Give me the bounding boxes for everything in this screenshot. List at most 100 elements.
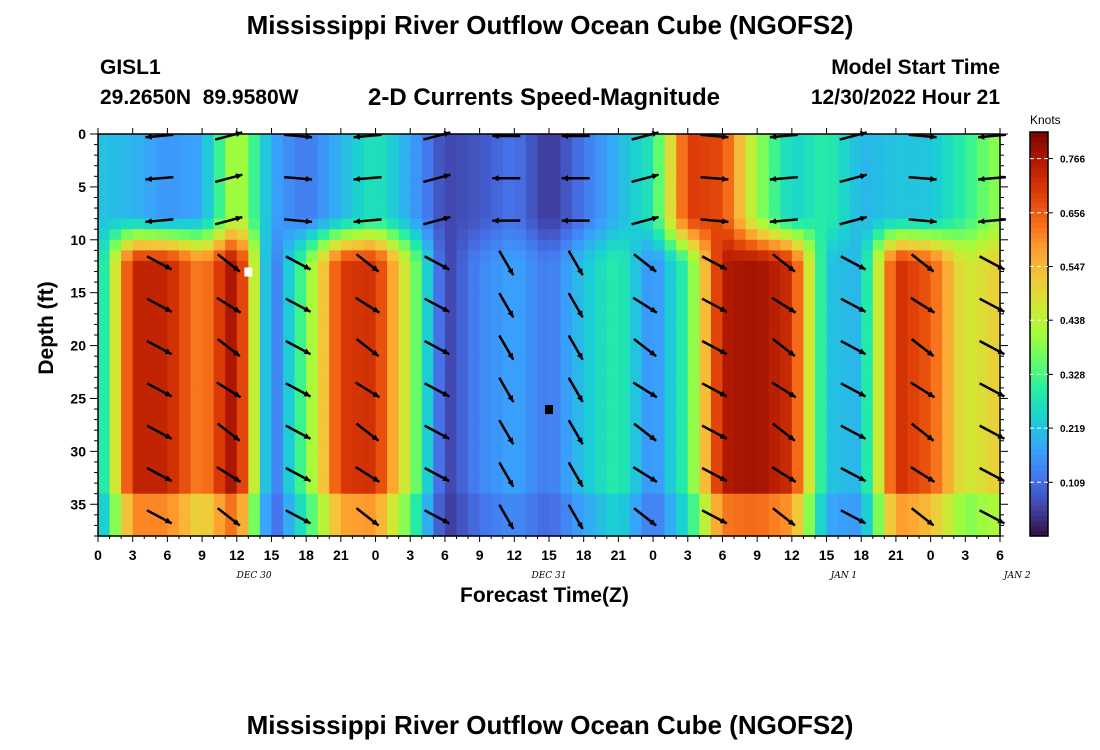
heatmap-cell <box>213 483 226 495</box>
heatmap-cell <box>479 155 492 167</box>
heatmap-cell <box>514 430 527 442</box>
heatmap-cell <box>572 134 585 146</box>
heatmap-cell <box>121 271 134 283</box>
heatmap-cell <box>479 165 492 177</box>
colorbar-segment <box>1030 369 1048 375</box>
heatmap-cell <box>502 186 515 199</box>
heatmap-cell <box>861 409 874 421</box>
heatmap-cell <box>618 303 631 315</box>
heatmap-cell <box>178 525 192 537</box>
heatmap-cell <box>271 366 284 378</box>
heatmap-cell <box>502 324 515 336</box>
heatmap-cell <box>780 197 793 209</box>
heatmap-cell <box>803 165 816 177</box>
heatmap-cell <box>919 186 932 199</box>
heatmap-cell <box>444 345 458 357</box>
data-marker <box>244 267 253 277</box>
heatmap-cell <box>363 451 377 463</box>
heatmap-cell <box>768 229 781 241</box>
heatmap-cell <box>375 483 388 495</box>
heatmap-cell <box>491 483 504 495</box>
heatmap-cell <box>884 525 897 537</box>
heatmap-cell <box>537 419 550 431</box>
heatmap-cell <box>942 409 955 421</box>
heatmap-cell <box>826 260 839 273</box>
heatmap-cell <box>155 504 168 516</box>
colorbar-segment <box>1030 207 1048 214</box>
heatmap-cell <box>317 345 330 357</box>
heatmap-cell <box>213 514 226 527</box>
heatmap-cell <box>965 165 978 177</box>
heatmap-cell <box>248 335 261 347</box>
heatmap-cell <box>525 313 539 326</box>
heatmap-cell <box>109 525 122 537</box>
heatmap-cell <box>768 144 781 156</box>
heatmap-cell <box>109 324 122 336</box>
heatmap-cell <box>248 271 261 283</box>
heatmap-cell <box>144 398 157 410</box>
heatmap-cell <box>734 239 747 251</box>
heatmap-cell <box>109 292 122 304</box>
heatmap-cell <box>444 313 458 326</box>
heatmap-cell <box>306 218 319 230</box>
heatmap-cell <box>572 493 585 505</box>
heatmap-cell <box>363 419 377 431</box>
heatmap-cell <box>155 292 168 304</box>
heatmap-cell <box>872 461 885 474</box>
heatmap-cell <box>942 504 955 516</box>
heatmap-cell <box>363 493 377 505</box>
heatmap-cell <box>849 155 862 167</box>
heatmap-cell <box>132 387 145 400</box>
heatmap-cell <box>653 229 666 241</box>
heatmap-cell <box>236 451 249 463</box>
heatmap-cell <box>687 430 700 442</box>
heatmap-cell <box>109 165 122 177</box>
heatmap-cell <box>236 292 249 304</box>
heatmap-cell <box>757 271 770 283</box>
heatmap-cell <box>953 345 966 357</box>
heatmap-cell <box>826 483 839 495</box>
heatmap-cell <box>271 483 284 495</box>
heatmap-cell <box>363 483 377 495</box>
heatmap-cell <box>190 250 203 262</box>
heatmap-cell <box>109 451 122 463</box>
heatmap-cell <box>884 303 897 315</box>
heatmap-cell <box>965 377 978 389</box>
heatmap-cell <box>930 451 943 463</box>
heatmap-cell <box>98 525 111 537</box>
heatmap-cell <box>259 260 273 273</box>
heatmap-cell <box>791 514 805 527</box>
heatmap-cell <box>236 504 249 516</box>
heatmap-cell <box>872 387 885 400</box>
heatmap-cell <box>919 292 932 304</box>
heatmap-cell <box>248 176 261 188</box>
heatmap-cell <box>907 398 920 410</box>
heatmap-cell <box>976 514 990 527</box>
heatmap-cell <box>144 525 157 537</box>
heatmap-cell <box>560 493 573 505</box>
heatmap-cell <box>340 483 354 495</box>
heatmap-cell <box>329 409 342 421</box>
heatmap-cell <box>907 186 920 199</box>
heatmap-cell <box>306 493 319 505</box>
heatmap-cell <box>953 430 966 442</box>
heatmap-cell <box>155 525 168 537</box>
heatmap-cell <box>132 282 145 294</box>
heatmap-cell <box>803 451 816 463</box>
heatmap-cell <box>456 176 469 188</box>
heatmap-cell <box>479 239 492 251</box>
heatmap-cell <box>699 186 712 199</box>
heatmap-cell <box>283 324 296 336</box>
current-arrow <box>355 296 381 314</box>
heatmap-cell <box>456 366 469 378</box>
heatmap-cell <box>387 229 400 241</box>
heatmap-cell <box>248 430 261 442</box>
heatmap-cell <box>178 377 192 389</box>
heatmap-cell <box>109 271 122 283</box>
heatmap-cell <box>965 155 978 167</box>
heatmap-cell <box>780 345 793 357</box>
heatmap-cell <box>687 525 700 537</box>
heatmap-cell <box>294 335 307 347</box>
heatmap-cell <box>780 430 793 442</box>
heatmap-cell <box>664 525 677 537</box>
